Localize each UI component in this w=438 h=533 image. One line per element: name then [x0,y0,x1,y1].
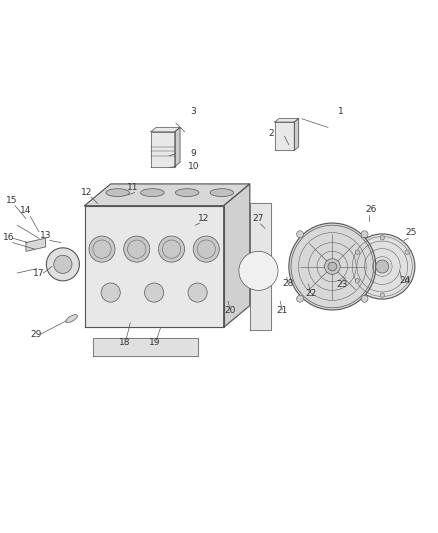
Circle shape [405,279,409,283]
Circle shape [239,251,278,290]
Text: 3: 3 [191,108,196,116]
Polygon shape [26,238,46,251]
Text: 13: 13 [40,231,51,240]
Circle shape [361,231,368,238]
Text: 1: 1 [338,108,344,116]
Ellipse shape [66,314,78,322]
Circle shape [89,236,115,262]
Circle shape [355,279,360,283]
Polygon shape [224,184,250,327]
Circle shape [297,231,304,238]
Text: 21: 21 [277,306,288,316]
Circle shape [350,234,415,299]
Circle shape [289,223,376,310]
Text: 20: 20 [225,306,236,316]
Polygon shape [175,127,180,166]
Text: 11: 11 [127,183,138,191]
Text: 23: 23 [336,280,348,289]
Circle shape [124,236,150,262]
Polygon shape [250,203,272,330]
Circle shape [376,260,389,273]
Polygon shape [151,127,180,132]
Polygon shape [85,206,224,327]
Text: 2: 2 [268,129,274,138]
Circle shape [193,236,219,262]
Polygon shape [275,118,299,122]
Text: 9: 9 [191,149,196,158]
Text: 26: 26 [366,205,377,214]
Circle shape [54,255,72,273]
Circle shape [297,295,304,302]
Circle shape [101,283,120,302]
Circle shape [361,295,368,302]
Circle shape [380,236,385,240]
Text: 10: 10 [187,162,199,171]
Text: 25: 25 [406,228,417,237]
Ellipse shape [210,189,233,197]
Text: 27: 27 [253,214,264,223]
Polygon shape [275,122,294,150]
Text: 18: 18 [119,338,131,347]
Circle shape [145,283,164,302]
Text: 24: 24 [400,276,411,285]
Circle shape [188,283,207,302]
Circle shape [46,248,79,281]
Polygon shape [93,338,198,356]
Text: 12: 12 [198,214,210,223]
Text: 14: 14 [20,206,32,215]
Text: 22: 22 [306,289,317,298]
Circle shape [159,236,184,262]
Polygon shape [85,184,250,206]
Ellipse shape [106,189,129,197]
Text: 28: 28 [283,279,293,288]
Circle shape [325,259,340,274]
Circle shape [380,293,385,297]
Circle shape [328,262,337,271]
Text: 16: 16 [3,232,14,241]
Text: 17: 17 [33,269,45,278]
Text: 19: 19 [149,338,161,347]
Text: 15: 15 [6,197,18,206]
Circle shape [355,250,360,254]
Polygon shape [151,132,175,166]
Ellipse shape [176,189,199,197]
Circle shape [405,250,409,254]
Polygon shape [294,118,299,150]
Ellipse shape [141,189,164,197]
Text: 29: 29 [30,330,42,339]
Text: 12: 12 [81,188,92,197]
